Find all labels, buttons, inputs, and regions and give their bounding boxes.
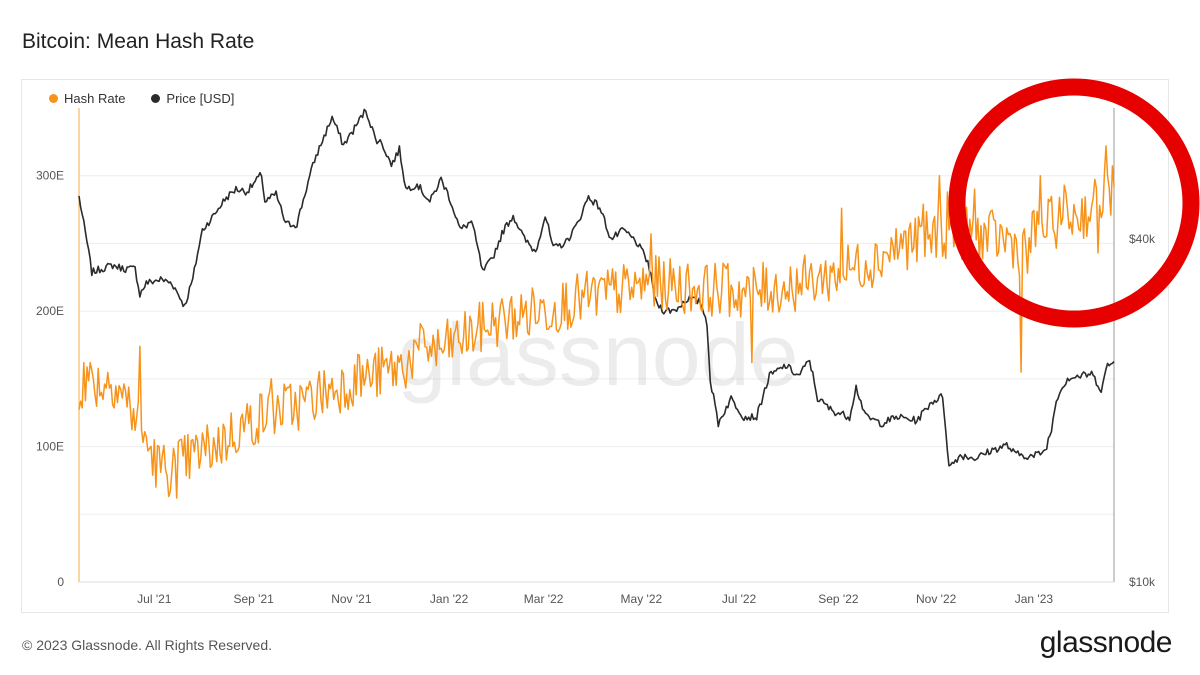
y-left-tick-label: 300E [36, 169, 64, 183]
x-tick-label: Jul '21 [137, 592, 172, 606]
y-right-tick-label: $10k [1129, 575, 1156, 589]
y-left-tick-label: 100E [36, 440, 64, 454]
watermark: glassnode [397, 305, 798, 404]
legend-item-hash-rate[interactable]: Hash Rate [49, 91, 125, 106]
y-left-tick-label: 200E [36, 304, 64, 318]
x-tick-label: Sep '21 [233, 592, 274, 606]
y-right-tick-label: $40k [1129, 232, 1156, 246]
x-tick-label: Jul '22 [722, 592, 757, 606]
x-tick-label: Jan '22 [430, 592, 469, 606]
legend-dot-hash-rate [49, 94, 58, 103]
x-tick-label: Jan '23 [1015, 592, 1054, 606]
x-tick-label: Nov '21 [331, 592, 372, 606]
legend-label-hash-rate: Hash Rate [64, 91, 126, 106]
chart-title: Bitcoin: Mean Hash Rate [22, 30, 255, 53]
x-tick-label: Mar '22 [524, 592, 564, 606]
legend-dot-price [151, 94, 161, 103]
chart-frame [21, 79, 1169, 613]
legend-label-price: Price [USD] [166, 91, 235, 106]
chart-legend: Hash Rate Price [USD] [49, 91, 234, 106]
glassnode-logo: glassnode [1039, 626, 1173, 659]
x-tick-label: Sep '22 [818, 592, 859, 606]
price-series-line [78, 108, 1115, 467]
legend-item-price[interactable]: Price [USD] [151, 91, 234, 106]
annotation-circle [948, 78, 1200, 328]
x-tick-label: Nov '22 [916, 592, 957, 606]
hash-rate-series-line [78, 145, 1115, 499]
y-left-tick-label: 0 [57, 575, 64, 589]
copyright-footer: © 2023 Glassnode. All Rights Reserved. [22, 637, 273, 653]
x-tick-label: May '22 [621, 592, 663, 606]
